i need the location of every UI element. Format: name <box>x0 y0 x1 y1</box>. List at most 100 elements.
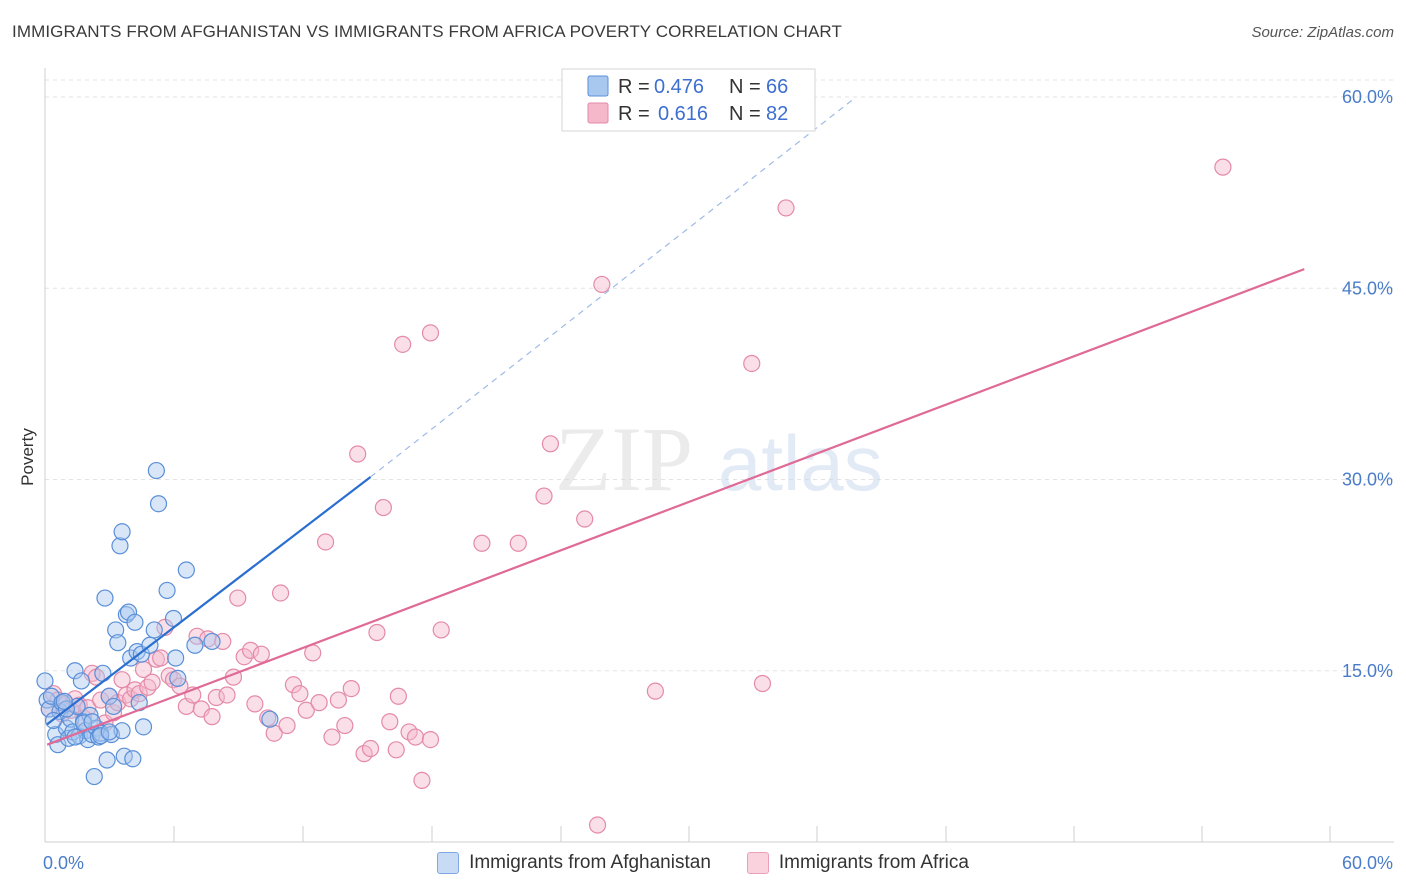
africa-point-19 <box>122 690 140 708</box>
africa-extra-point-3 <box>753 674 772 693</box>
axes <box>44 68 1394 843</box>
afghanistan-point-59 <box>92 727 110 745</box>
afghanistan-point-64 <box>55 692 73 710</box>
chart-title: IMMIGRANTS FROM AFGHANISTAN VS IMMIGRANT… <box>12 22 842 41</box>
legend-n-label-1: N = <box>729 103 761 125</box>
legend-n-value-1: 82 <box>766 103 788 125</box>
afghanistan-point-49 <box>158 581 176 600</box>
africa-extra-point-1 <box>389 687 407 705</box>
africa-point-81 <box>743 354 761 373</box>
africa-point-51 <box>291 685 309 703</box>
tick-labels: 60.0% 45.0% 30.0% 15.0% 0.0% 60.0% <box>43 87 1393 873</box>
legend-swatch <box>746 852 769 874</box>
africa-top-point-0 <box>1214 158 1232 176</box>
afghanistan-point-26 <box>96 589 114 607</box>
afghanistan-point-31 <box>107 621 125 639</box>
afghanistan-point-47 <box>147 461 165 480</box>
afghanistan-point-15 <box>72 672 91 690</box>
africa-point-37 <box>207 688 225 707</box>
y-tick-label-0: 60.0% <box>1342 87 1393 107</box>
africa-point-70 <box>413 771 431 790</box>
afghanistan-point-34 <box>113 722 131 740</box>
africa-point-56 <box>323 728 341 746</box>
source-label: Source: ZipAtlas.com <box>1251 24 1394 41</box>
africa-point-65 <box>381 713 399 731</box>
africa-point-80 <box>777 199 795 217</box>
legend-swatch <box>437 852 460 874</box>
africa-point-24 <box>143 673 161 691</box>
legend-r-value-1: 0.616 <box>658 103 708 125</box>
africa-point-54 <box>310 694 328 712</box>
afghanistan-point-25 <box>94 664 112 682</box>
afghanistan-point-56 <box>261 710 279 728</box>
legend-r-label-1: R = <box>618 103 650 125</box>
afghanistan-point-37 <box>119 603 138 621</box>
africa-point-67 <box>394 335 412 353</box>
y-tick-label-3: 15.0% <box>1342 661 1393 681</box>
africa-point-42 <box>235 648 253 666</box>
africa-point-45 <box>252 645 270 663</box>
africa-point-72 <box>432 621 450 639</box>
grid-lines <box>45 79 1394 672</box>
legend-n-value-0: 66 <box>766 76 788 98</box>
afghanistan-point-12 <box>66 662 84 680</box>
africa-point-15 <box>104 704 123 722</box>
africa-point-44 <box>246 695 264 713</box>
africa-point-79 <box>646 682 664 700</box>
africa-extra-point-0 <box>421 730 440 749</box>
africa-point-57 <box>329 691 348 709</box>
afghanistan-point-32 <box>109 634 127 652</box>
afghanistan-point-46 <box>145 621 163 639</box>
africa-point-47 <box>265 724 283 742</box>
africa-point-26 <box>152 649 170 667</box>
legend-label: Immigrants from Afghanistan <box>469 852 711 873</box>
africa-point-55 <box>316 533 335 551</box>
africa-point-59 <box>342 679 360 698</box>
africa-point-77 <box>576 510 594 528</box>
africa-point-63 <box>368 623 386 642</box>
afghanistan-point-3 <box>42 687 61 705</box>
series-legend: Immigrants from Afghanistan Immigrants f… <box>0 852 1406 874</box>
africa-point-21 <box>130 685 148 703</box>
x-tick-label-max: 60.0% <box>1342 853 1393 873</box>
afghanistan-point-0 <box>36 672 54 690</box>
africa-point-64 <box>374 498 392 517</box>
legend-label: Immigrants from Africa <box>778 852 969 873</box>
afghanistan-point-30 <box>104 697 123 716</box>
watermark-atlas: atlas <box>718 419 883 507</box>
legend-swatch-afghanistan <box>587 75 609 97</box>
afghanistan-point-52 <box>169 669 187 688</box>
legend-r-label-0: R = <box>618 76 650 98</box>
afghanistan-point-61 <box>113 523 131 541</box>
africa-point-66 <box>387 741 405 759</box>
legend-r-value-0: 0.476 <box>654 76 704 98</box>
africa-point-41 <box>229 589 247 607</box>
watermark: ZIP atlas <box>555 408 883 510</box>
africa-point-58 <box>336 716 354 735</box>
afghanistan-point-28 <box>100 687 118 705</box>
africa-trend-line <box>46 268 1305 746</box>
africa-point-50 <box>284 676 303 694</box>
africa-point-69 <box>406 728 425 746</box>
afghanistan-point-62 <box>100 723 118 741</box>
africa-point-76 <box>541 435 560 453</box>
legend-swatch-africa <box>587 102 609 124</box>
africa-point-39 <box>218 686 236 704</box>
africa-point-62 <box>361 739 380 758</box>
africa-point-78 <box>593 275 611 294</box>
africa-extra-point-2 <box>588 816 607 834</box>
legend-item-africa: Immigrants from Africa <box>746 852 969 874</box>
y-axis-label: Poverty <box>18 428 37 486</box>
afghanistan-point-38 <box>122 649 140 667</box>
africa-point-49 <box>278 716 296 735</box>
afghanistan-point-27 <box>98 751 116 769</box>
africa-point-43 <box>242 641 260 659</box>
africa-point-74 <box>509 534 527 552</box>
africa-point-71 <box>421 324 440 342</box>
y-tick-label-2: 30.0% <box>1342 470 1393 490</box>
stats-legend: R = 0.476 N = 66 R = 0.616 N = 82 <box>561 68 816 132</box>
afghanistan-point-21 <box>85 767 103 786</box>
legend-item-afghanistan: Immigrants from Afghanistan <box>437 852 711 874</box>
y-tick-label-1: 45.0% <box>1342 278 1393 298</box>
